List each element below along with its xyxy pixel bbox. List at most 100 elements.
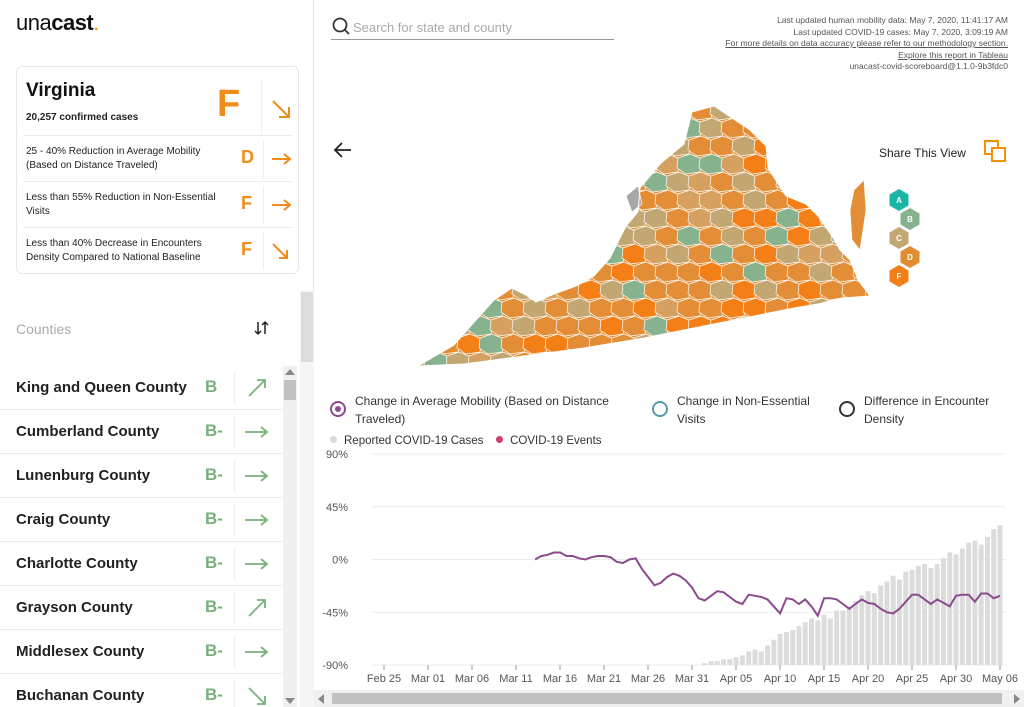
county-shape[interactable] [423,135,450,157]
county-shape[interactable] [489,243,516,265]
county-shape[interactable] [819,135,846,157]
county-shape[interactable] [621,100,648,121]
county-shape[interactable] [764,117,791,139]
county-list-item[interactable]: Middlesex County B- [0,630,282,674]
county-shape[interactable] [764,333,791,355]
county-shape[interactable] [479,370,504,375]
county-shape[interactable] [489,135,516,157]
county-shape[interactable] [787,370,812,375]
county-list-item[interactable]: Charlotte County B- [0,542,282,586]
county-shape[interactable] [555,207,582,229]
county-shape[interactable] [522,189,549,211]
county-shape[interactable] [467,279,494,301]
county-shape[interactable] [809,370,834,375]
virginia-county-map[interactable] [414,100,874,375]
county-shape[interactable] [808,153,835,175]
county-shape[interactable] [445,207,472,229]
county-shape[interactable] [819,171,846,193]
county-shape[interactable] [445,315,472,337]
county-shape[interactable] [555,135,582,157]
county-shape[interactable] [533,135,560,157]
county-shape[interactable] [478,225,505,247]
county-shape[interactable] [699,370,724,375]
county-shape[interactable] [544,189,571,211]
county-list-item[interactable]: Cumberland County B- [0,410,282,454]
county-shape[interactable] [610,153,637,175]
county-shape[interactable] [577,207,604,229]
methodology-link[interactable]: For more details on data accuracy please… [725,38,1008,48]
county-shape[interactable] [555,100,582,121]
county-shape[interactable] [500,189,527,211]
scrollbar-thumb[interactable] [284,380,296,400]
radio-selected-icon[interactable] [330,401,346,417]
county-shape[interactable] [753,315,780,337]
county-shape[interactable] [567,370,592,375]
county-shape[interactable] [610,117,637,139]
county-shape[interactable] [643,135,670,157]
county-shape[interactable] [599,100,626,121]
county-shape[interactable] [544,117,571,139]
county-shape[interactable] [478,261,505,283]
county-shape[interactable] [830,117,857,139]
county-shape[interactable] [414,279,428,301]
county-shape[interactable] [808,189,835,211]
county-shape[interactable] [445,135,472,157]
county-shape[interactable] [478,117,505,139]
county-shape[interactable] [511,171,538,193]
county-shape[interactable] [819,315,846,337]
county-shape[interactable] [831,370,856,375]
county-shape[interactable] [632,333,659,355]
county-shape[interactable] [555,171,582,193]
county-shape[interactable] [545,370,570,375]
county-shape[interactable] [852,117,874,139]
county-shape[interactable] [555,243,582,265]
county-shape[interactable] [753,100,780,121]
county-shape[interactable] [456,297,483,319]
county-shape[interactable] [852,333,874,355]
county-shape[interactable] [414,225,439,247]
mobility-chart[interactable]: 90% 45% 0% -45% -90% Feb 25 Mar 01 Mar 06 Mar 11… [314,446,1020,690]
county-shape[interactable] [841,315,868,337]
county-shape[interactable] [808,333,835,355]
county-shape[interactable] [720,333,747,355]
county-shape[interactable] [467,243,494,265]
county-shape[interactable] [544,261,571,283]
county-shape[interactable] [544,153,571,175]
county-shape[interactable] [677,370,702,375]
county-shape[interactable] [577,100,604,121]
county-shape[interactable] [434,153,461,175]
county-shape[interactable] [489,171,516,193]
county-shape[interactable] [577,243,604,265]
county-shape[interactable] [423,315,450,337]
county-shape[interactable] [731,315,758,337]
county-shape[interactable] [841,135,868,157]
county-shape[interactable] [544,225,571,247]
county-shape[interactable] [786,153,813,175]
county-shape[interactable] [414,261,439,283]
county-list-item[interactable]: Buchanan County B- [0,674,282,707]
county-shape-nodata[interactable] [625,185,643,213]
county-shape[interactable] [414,153,439,175]
county-list-item[interactable]: Craig County B- [0,498,282,542]
county-shape[interactable] [632,117,659,139]
county-shape[interactable] [655,370,680,375]
county-shape[interactable] [511,243,538,265]
county-shape[interactable] [830,333,857,355]
county-shape[interactable] [819,100,846,121]
share-icon[interactable] [983,139,1007,163]
county-shape[interactable] [566,189,593,211]
county-shape[interactable] [511,135,538,157]
county-shape[interactable] [852,153,874,175]
county-shape[interactable] [489,207,516,229]
county-shape[interactable] [456,225,483,247]
county-shape[interactable] [599,207,626,229]
county-list-item[interactable]: Grayson County B- [0,586,282,630]
county-shape[interactable] [478,153,505,175]
county-shape[interactable] [743,370,768,375]
county-shape[interactable] [786,333,813,355]
scrollbar-thumb[interactable] [301,292,313,362]
county-shape[interactable] [445,171,472,193]
sort-icon[interactable] [252,318,272,338]
county-shape[interactable] [654,333,681,355]
county-shape[interactable] [467,135,494,157]
